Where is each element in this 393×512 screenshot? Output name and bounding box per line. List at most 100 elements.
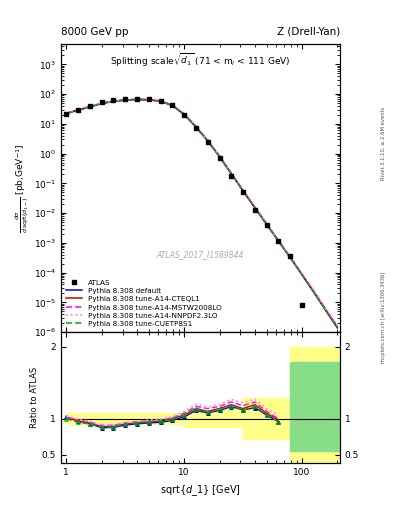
Pythia 8.308 tune-A14-CTEQL1	[205, 137, 210, 143]
Pythia 8.308 default	[241, 188, 245, 194]
Pythia 8.308 tune-A14-CTEQL1	[135, 96, 140, 102]
Pythia 8.308 tune-A14-NNPDF2.3LO	[182, 111, 187, 117]
Pythia 8.308 tune-A14-CTEQL1	[99, 100, 104, 106]
Pythia 8.308 tune-CUETP8S1	[229, 170, 233, 177]
Pythia 8.308 tune-A14-MSTW2008LO	[205, 137, 210, 143]
Pythia 8.308 tune-A14-NNPDF2.3LO	[170, 102, 175, 108]
Pythia 8.308 default	[299, 272, 304, 278]
Pythia 8.308 tune-A14-MSTW2008LO	[311, 288, 316, 294]
ATLAS	[123, 96, 128, 102]
ATLAS	[87, 103, 92, 109]
Pythia 8.308 tune-A14-MSTW2008LO	[99, 100, 104, 106]
Pythia 8.308 tune-A14-MSTW2008LO	[111, 98, 116, 104]
Pythia 8.308 tune-A14-CTEQL1	[335, 324, 340, 330]
Pythia 8.308 default	[64, 110, 69, 116]
Text: Rivet 3.1.10, ≥ 2.6M events: Rivet 3.1.10, ≥ 2.6M events	[381, 106, 386, 180]
Pythia 8.308 tune-A14-MSTW2008LO	[276, 237, 281, 243]
Pythia 8.308 tune-A14-CTEQL1	[111, 98, 116, 104]
Text: Z (Drell-Yan): Z (Drell-Yan)	[277, 27, 340, 37]
Pythia 8.308 tune-A14-MSTW2008LO	[323, 306, 328, 312]
Pythia 8.308 tune-A14-NNPDF2.3LO	[264, 220, 269, 226]
Line: Pythia 8.308 tune-A14-MSTW2008LO: Pythia 8.308 tune-A14-MSTW2008LO	[66, 99, 337, 326]
Pythia 8.308 tune-A14-NNPDF2.3LO	[64, 110, 69, 116]
Pythia 8.308 tune-A14-MSTW2008LO	[217, 153, 222, 159]
Pythia 8.308 default	[335, 325, 340, 331]
Pythia 8.308 default	[217, 154, 222, 160]
Pythia 8.308 tune-A14-CTEQL1	[158, 98, 163, 104]
Y-axis label: Ratio to ATLAS: Ratio to ATLAS	[30, 367, 39, 429]
Pythia 8.308 tune-CUETP8S1	[170, 102, 175, 109]
Text: ATLAS_2017_I1589844: ATLAS_2017_I1589844	[157, 250, 244, 259]
Pythia 8.308 tune-A14-MSTW2008LO	[182, 111, 187, 117]
Pythia 8.308 tune-A14-NNPDF2.3LO	[135, 96, 140, 102]
Pythia 8.308 default	[170, 102, 175, 109]
Pythia 8.308 default	[276, 238, 281, 244]
Pythia 8.308 default	[288, 254, 292, 261]
Pythia 8.308 default	[323, 307, 328, 313]
Pythia 8.308 default	[76, 107, 81, 113]
ATLAS	[111, 97, 116, 103]
Pythia 8.308 tune-A14-CTEQL1	[217, 154, 222, 160]
ATLAS	[135, 96, 140, 102]
Pythia 8.308 tune-A14-NNPDF2.3LO	[76, 106, 81, 113]
ATLAS	[147, 96, 151, 102]
Pythia 8.308 tune-A14-NNPDF2.3LO	[323, 306, 328, 312]
Pythia 8.308 tune-A14-NNPDF2.3LO	[241, 187, 245, 193]
Pythia 8.308 default	[182, 112, 187, 118]
Pythia 8.308 tune-A14-NNPDF2.3LO	[288, 253, 292, 260]
ATLAS	[64, 111, 69, 117]
Pythia 8.308 tune-CUETP8S1	[123, 97, 128, 103]
Pythia 8.308 tune-A14-NNPDF2.3LO	[123, 97, 128, 103]
Pythia 8.308 tune-A14-CTEQL1	[276, 238, 281, 244]
ATLAS	[194, 125, 198, 132]
Pythia 8.308 tune-CUETP8S1	[299, 271, 304, 278]
ATLAS	[229, 173, 233, 179]
Pythia 8.308 tune-CUETP8S1	[135, 96, 140, 102]
Pythia 8.308 tune-A14-NNPDF2.3LO	[252, 204, 257, 210]
Pythia 8.308 tune-A14-MSTW2008LO	[135, 96, 140, 102]
Line: Pythia 8.308 tune-A14-CTEQL1: Pythia 8.308 tune-A14-CTEQL1	[66, 99, 337, 327]
Pythia 8.308 tune-A14-NNPDF2.3LO	[205, 137, 210, 143]
Pythia 8.308 tune-A14-CTEQL1	[87, 104, 92, 110]
Text: 8000 GeV pp: 8000 GeV pp	[61, 27, 129, 37]
Line: Pythia 8.308 tune-CUETP8S1: Pythia 8.308 tune-CUETP8S1	[66, 99, 337, 328]
Pythia 8.308 tune-CUETP8S1	[87, 104, 92, 110]
ATLAS	[241, 189, 245, 196]
Pythia 8.308 tune-A14-CTEQL1	[311, 289, 316, 295]
Pythia 8.308 tune-A14-MSTW2008LO	[64, 110, 69, 116]
Pythia 8.308 tune-A14-NNPDF2.3LO	[335, 322, 340, 328]
Pythia 8.308 default	[87, 104, 92, 110]
Pythia 8.308 tune-CUETP8S1	[276, 238, 281, 244]
Pythia 8.308 default	[147, 97, 151, 103]
Pythia 8.308 tune-A14-CTEQL1	[252, 204, 257, 210]
Pythia 8.308 tune-A14-CTEQL1	[241, 187, 245, 194]
Pythia 8.308 tune-A14-MSTW2008LO	[335, 323, 340, 329]
Pythia 8.308 tune-A14-MSTW2008LO	[147, 96, 151, 102]
ATLAS	[252, 207, 257, 213]
Pythia 8.308 tune-CUETP8S1	[158, 98, 163, 104]
Y-axis label: $\frac{d\sigma}{d\,\mathrm{sqrt}(d_{1-})}$ [pb,GeV$^{-1}$]: $\frac{d\sigma}{d\,\mathrm{sqrt}(d_{1-})…	[13, 143, 31, 232]
Pythia 8.308 tune-CUETP8S1	[182, 111, 187, 117]
Pythia 8.308 tune-A14-CTEQL1	[323, 307, 328, 313]
Pythia 8.308 tune-CUETP8S1	[217, 154, 222, 160]
Pythia 8.308 tune-CUETP8S1	[252, 205, 257, 211]
Text: mcplots.cern.ch [arXiv:1306.3436]: mcplots.cern.ch [arXiv:1306.3436]	[381, 272, 386, 363]
Pythia 8.308 tune-A14-NNPDF2.3LO	[311, 287, 316, 293]
Pythia 8.308 tune-CUETP8S1	[147, 97, 151, 103]
Pythia 8.308 tune-A14-CTEQL1	[64, 110, 69, 116]
Pythia 8.308 tune-A14-MSTW2008LO	[76, 107, 81, 113]
Pythia 8.308 tune-A14-NNPDF2.3LO	[229, 169, 233, 176]
Pythia 8.308 tune-A14-CTEQL1	[299, 271, 304, 278]
Pythia 8.308 tune-A14-MSTW2008LO	[158, 98, 163, 104]
Pythia 8.308 tune-A14-MSTW2008LO	[241, 187, 245, 193]
Pythia 8.308 tune-A14-MSTW2008LO	[229, 170, 233, 176]
Pythia 8.308 default	[158, 98, 163, 104]
ATLAS	[217, 155, 222, 161]
Pythia 8.308 tune-A14-MSTW2008LO	[264, 221, 269, 227]
Pythia 8.308 tune-A14-NNPDF2.3LO	[99, 100, 104, 106]
Pythia 8.308 tune-A14-CTEQL1	[264, 221, 269, 227]
ATLAS	[158, 98, 163, 104]
Pythia 8.308 default	[135, 97, 140, 103]
Pythia 8.308 default	[264, 221, 269, 227]
ATLAS	[76, 106, 81, 113]
